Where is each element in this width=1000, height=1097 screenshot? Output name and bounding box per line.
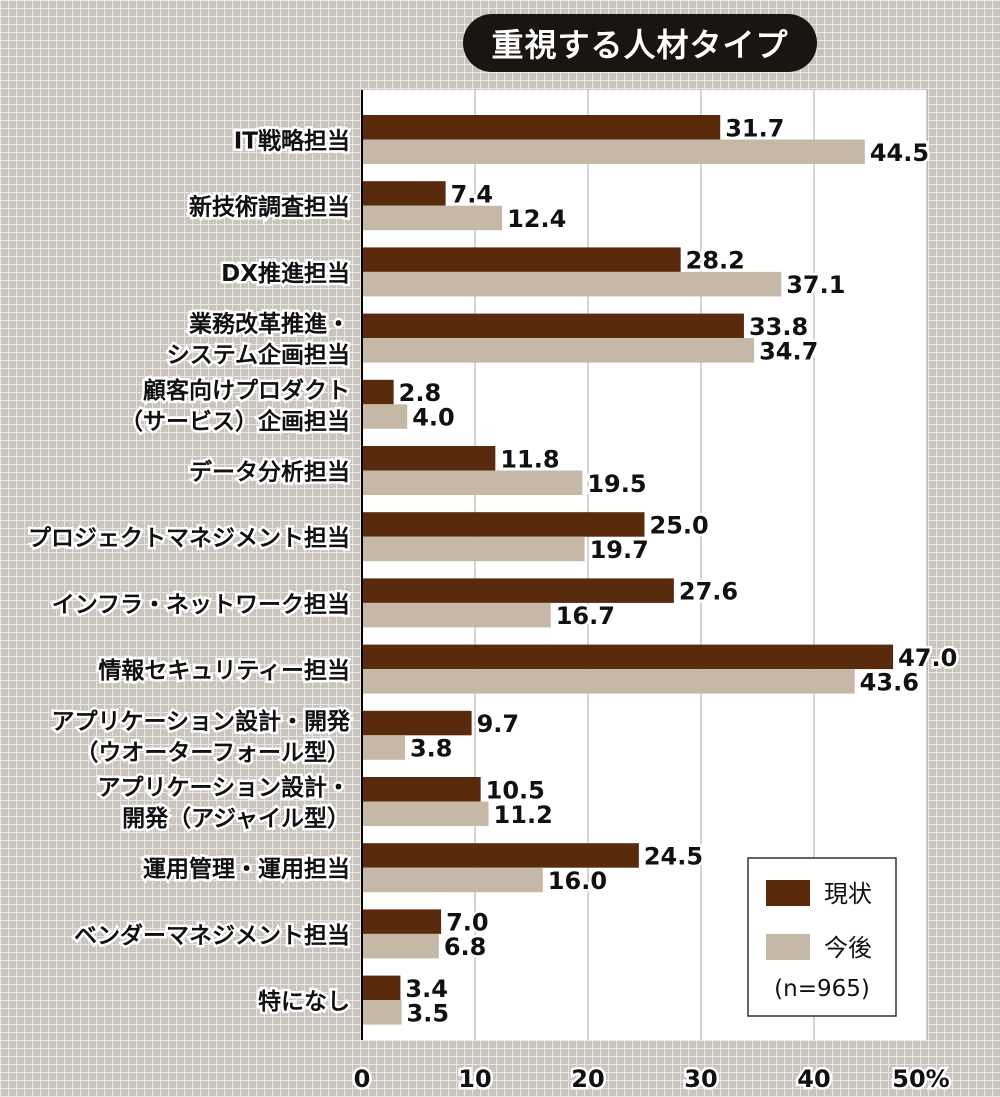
data-label: 37.1	[786, 271, 845, 299]
bar	[362, 181, 446, 206]
legend-swatch	[766, 880, 810, 906]
category-label: アプリケーション設計・	[97, 774, 350, 801]
bar	[362, 602, 551, 628]
data-label: 7.4	[451, 180, 494, 208]
category-label: DX推進担当	[221, 261, 350, 287]
legend-label: 今後	[824, 934, 872, 962]
bar	[362, 139, 865, 164]
chart-title: 重視する人材タイプ	[463, 14, 817, 72]
category-label: 運用管理・運用担当	[143, 856, 350, 883]
data-label: 24.5	[644, 842, 703, 870]
bar	[362, 578, 674, 603]
bar	[362, 536, 585, 562]
x-tick-label: 30	[684, 1065, 717, 1093]
data-label: 10.5	[486, 776, 545, 804]
bar	[362, 801, 489, 826]
data-label: 31.7	[725, 114, 784, 142]
category-label: システム企画担当	[167, 342, 350, 369]
x-tick-label: 10	[458, 1065, 491, 1093]
data-label: 28.2	[686, 247, 745, 275]
data-label: 27.6	[679, 578, 738, 606]
legend-swatch	[766, 934, 810, 960]
data-label: 19.7	[590, 536, 649, 564]
bar	[362, 379, 394, 405]
category-label: 業務改革推進・	[188, 311, 350, 338]
bar	[362, 205, 503, 231]
category-label: （サービス）企画担当	[120, 408, 350, 435]
category-label: 開発（アジャイル型）	[122, 805, 350, 832]
legend-label: 現状	[824, 880, 872, 908]
bar	[362, 338, 755, 363]
category-label: プロジェクトマネジメント担当	[28, 526, 350, 552]
x-tick-label: 40	[797, 1065, 830, 1093]
data-label: 6.8	[444, 933, 487, 961]
data-label: 11.8	[500, 445, 559, 473]
data-label: 34.7	[759, 337, 818, 365]
data-label: 16.7	[556, 602, 615, 630]
bar	[362, 710, 472, 736]
bar	[362, 933, 439, 959]
bar	[362, 247, 681, 272]
data-label: 19.5	[587, 470, 646, 498]
bar	[362, 843, 639, 868]
data-label: 3.5	[407, 999, 450, 1027]
bar	[362, 909, 442, 934]
bar	[362, 669, 855, 694]
bar	[362, 313, 744, 339]
data-label: 7.0	[446, 909, 489, 937]
bar	[362, 470, 583, 495]
bar	[362, 867, 543, 893]
bar	[362, 512, 645, 537]
data-label: 11.2	[494, 801, 553, 829]
data-label: 47.0	[898, 644, 957, 672]
x-tick-label: 0	[354, 1065, 371, 1093]
bar	[362, 777, 481, 802]
data-label: 43.6	[860, 668, 919, 696]
data-label: 25.0	[650, 511, 709, 539]
bar	[362, 271, 782, 297]
bar	[362, 975, 401, 1001]
category-label: IT戦略担当	[234, 128, 350, 155]
data-label: 3.8	[410, 735, 453, 763]
data-label: 3.4	[405, 975, 448, 1003]
category-label: 特になし	[258, 989, 350, 1015]
data-label: 33.8	[749, 313, 808, 341]
bar	[362, 1000, 402, 1025]
data-label: 9.7	[477, 710, 520, 738]
data-label: 16.0	[548, 867, 607, 895]
category-label: 新技術調査担当	[189, 194, 350, 221]
data-label: 12.4	[507, 205, 566, 233]
bar	[362, 115, 721, 140]
data-label: 44.5	[870, 139, 929, 167]
bar	[362, 644, 894, 670]
category-label: アプリケーション設計・開発	[51, 708, 351, 735]
bar	[362, 446, 496, 471]
category-label: データ分析担当	[189, 459, 350, 486]
data-label: 4.0	[412, 404, 455, 432]
bar	[362, 404, 408, 429]
x-tick-label: 50%	[892, 1065, 949, 1093]
category-label: ベンダーマネジメント担当	[74, 922, 350, 949]
category-label: 顧客向けプロダクト	[143, 377, 350, 404]
x-tick-label: 20	[571, 1065, 604, 1093]
category-label: インフラ・ネットワーク担当	[52, 592, 350, 618]
data-label: 2.8	[399, 379, 442, 407]
bar	[362, 735, 405, 760]
category-label: 情報セキュリティー担当	[98, 657, 350, 684]
sample-size-note: (n=965)	[774, 976, 870, 1002]
category-label: （ウオーターフォール型）	[75, 739, 350, 766]
